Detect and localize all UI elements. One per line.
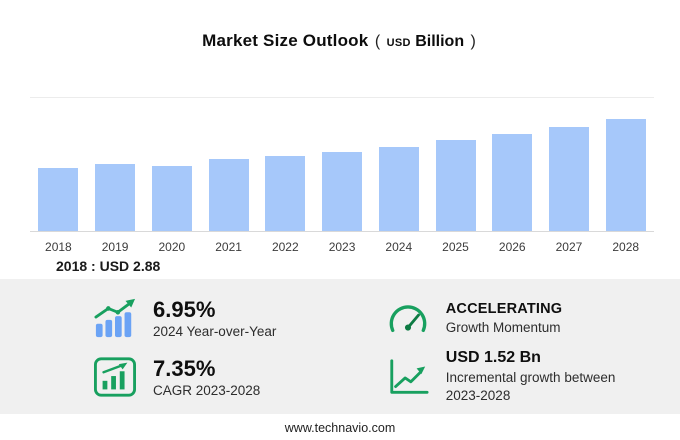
bar-chart-area [30,97,654,232]
x-axis-label: 2026 [498,240,526,254]
bar-column [143,166,200,231]
bar-column [541,127,598,231]
x-axis-label: 2028 [612,240,640,254]
x-axis-label: 2025 [442,240,469,254]
stat-label: Growth Momentum [445,320,561,336]
cagr-chart-icon [94,357,136,397]
source-url: www.technavio.com [284,421,396,435]
bar-column [257,156,314,231]
bar-column [30,168,87,231]
bar [322,152,363,231]
title-paren-open: ( [374,33,381,50]
bar [605,119,646,231]
x-axis-label: 2027 [555,240,583,254]
stat-label: 2024 Year-over-Year [153,324,277,340]
stat-label: Incremental growth between 2023-2028 [445,370,616,403]
bar [208,159,249,231]
bar [95,164,136,231]
page-title: Market Size Outlook ( USD Billion ) [0,31,680,51]
stat-incremental: USD 1.52 Bn Incremental growth between 2… [385,348,656,407]
x-axis-labels: 2018 2019 2020 2021 2022 2023 2024 2025 2026 2027… [30,240,654,254]
x-axis-label: 2018 [45,240,72,254]
title-paren-close: ) [470,33,476,50]
bar-column [427,140,484,231]
stat-momentum: ACCELERATING Growth Momentum [385,289,656,348]
bar [38,168,79,231]
stat-label: CAGR 2023-2028 [153,382,261,398]
stats-grid: 6.95% 2024 Year-over-Year ACCELERATING G… [0,279,680,414]
x-axis-label: 2019 [101,240,129,254]
bar [151,166,192,231]
title-unit: Billion [415,33,465,50]
bar [265,156,306,231]
gauge-icon [389,305,427,333]
bar-column [87,164,144,231]
bar [435,140,476,231]
bar [548,127,589,231]
bar-column [370,147,427,231]
base-year-annotation: 2018 : USD 2.88 [56,258,161,274]
stat-cagr: 7.35% CAGR 2023-2028 [92,348,377,407]
bar [378,147,419,231]
x-axis-label: 2021 [215,240,242,254]
bar-column [484,134,541,231]
x-axis-label: 2024 [385,240,413,254]
bar-column [597,119,654,231]
bar [492,134,533,231]
stat-yoy: 6.95% 2024 Year-over-Year [92,289,377,348]
stat-value: ACCELERATING [445,301,563,318]
market-size-chart: 2018 2019 2020 2021 2022 2023 2024 2025 2026 2027… [30,97,654,254]
stat-value: USD 1.52 Bn [445,349,541,366]
bar-column [200,159,257,231]
bar-growth-icon [94,299,136,338]
stats-panel: 6.95% 2024 Year-over-Year ACCELERATING G… [0,279,680,414]
stat-value: 7.35% [153,355,216,381]
chart-title: Market Size Outlook [202,31,369,50]
stat-value: 6.95% [153,297,216,323]
line-growth-icon [390,359,429,394]
title-currency: USD [386,37,411,49]
x-axis-label: 2022 [271,240,299,254]
bar-column [314,152,371,231]
x-axis-label: 2023 [328,240,356,254]
x-axis-label: 2020 [158,240,186,254]
